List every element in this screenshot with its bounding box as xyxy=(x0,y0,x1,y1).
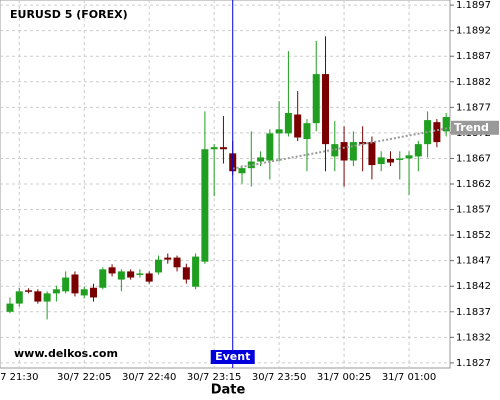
candle-body xyxy=(396,158,404,160)
candle-body xyxy=(127,271,135,278)
candle-body xyxy=(331,144,339,157)
x-tick-label: 30/7 23:15 xyxy=(187,372,241,383)
candle-body xyxy=(377,157,385,165)
y-tick-label: 1.1857 xyxy=(456,205,491,216)
candle-body xyxy=(433,122,441,143)
y-tick-label: 1.1842 xyxy=(456,281,491,292)
y-tick-label: 1.1837 xyxy=(456,307,491,318)
candle-body xyxy=(71,274,79,294)
candle-body xyxy=(154,259,162,273)
candle-body xyxy=(219,147,227,150)
event-label-box xyxy=(210,350,255,364)
candle-body xyxy=(284,112,292,134)
candle-body xyxy=(145,273,153,282)
x-tick-label: 30/7 22:40 xyxy=(122,372,176,383)
y-tick-label: 1.1832 xyxy=(456,332,491,343)
candle-body xyxy=(43,293,51,302)
candle-body xyxy=(424,120,432,145)
candle-body xyxy=(192,256,200,287)
candle-body xyxy=(322,74,330,145)
candle-body xyxy=(173,257,181,268)
chart-title: EURUSD 5 (FOREX) xyxy=(10,8,128,21)
event-label: Event xyxy=(215,350,250,363)
y-tick-label: 1.1892 xyxy=(456,26,491,37)
candle-body xyxy=(414,144,422,157)
candle-body xyxy=(90,287,98,298)
candle-body xyxy=(405,155,413,159)
y-tick-label: 1.1847 xyxy=(456,256,491,267)
trend-label: Trend xyxy=(454,121,489,134)
y-tick-label: 1.1867 xyxy=(456,153,491,164)
candle-body xyxy=(15,291,23,304)
y-tick-label: 1.1882 xyxy=(456,77,491,88)
candle-body xyxy=(359,142,367,145)
candle-body xyxy=(99,269,107,288)
x-tick-label: 31/7 01:00 xyxy=(382,372,436,383)
x-tick-label: 31/7 00:25 xyxy=(317,372,371,383)
candle-body xyxy=(117,271,125,280)
trend-label-box xyxy=(451,120,499,135)
watermark: www.delkos.com xyxy=(14,347,118,360)
candle-body xyxy=(349,142,357,161)
x-tick-label: 7 21:30 xyxy=(0,372,38,383)
candle-body xyxy=(108,267,116,274)
candle-body xyxy=(136,273,144,275)
candle-body xyxy=(266,133,274,161)
y-tick-label: 1.1852 xyxy=(456,230,491,241)
candle-body xyxy=(247,161,255,169)
candle-body xyxy=(442,117,450,132)
candle-body xyxy=(34,291,42,302)
x-tick-label: 30/7 23:50 xyxy=(252,372,306,383)
x-axis-label: Date xyxy=(211,383,246,398)
y-tick-label: 1.1887 xyxy=(456,51,491,62)
candle-body xyxy=(62,277,70,292)
candle-body xyxy=(340,142,348,161)
candle-body xyxy=(303,123,311,140)
y-tick-label: 1.1862 xyxy=(456,179,491,190)
x-tick-label: 30/7 22:05 xyxy=(57,372,111,383)
candle-body xyxy=(201,149,209,262)
candle-body xyxy=(294,114,302,138)
candle-body xyxy=(238,168,246,174)
candle-body xyxy=(275,129,283,134)
candle-body xyxy=(6,303,14,312)
candle-body xyxy=(182,267,190,280)
trend-line xyxy=(232,126,451,170)
y-tick-label: 1.1827 xyxy=(456,358,491,369)
candle-body xyxy=(257,157,265,162)
candle-body xyxy=(312,74,320,124)
y-tick-label: 1.1897 xyxy=(456,0,491,11)
candle-body xyxy=(80,289,88,296)
candle-body xyxy=(368,142,376,166)
candle-body xyxy=(210,147,218,150)
y-tick-label: 1.1877 xyxy=(456,102,491,113)
candle-body xyxy=(25,290,33,292)
candle-body xyxy=(52,289,60,294)
candle-body xyxy=(386,158,394,163)
candle-body xyxy=(164,257,172,260)
